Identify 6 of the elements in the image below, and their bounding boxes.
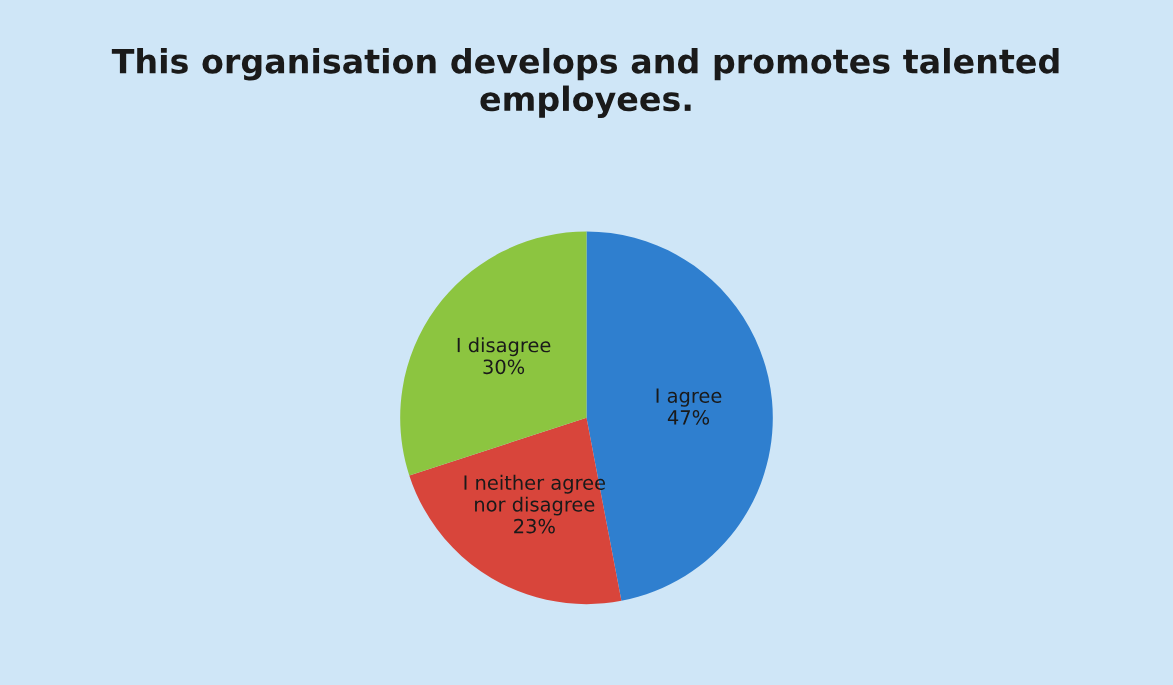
data-label: 47% [667, 410, 710, 425]
chart-title: This organisation develops and promotes talented employees. [111, 47, 1059, 119]
slice-label: I agree [656, 388, 722, 407]
data-label: 23% [514, 518, 555, 534]
data-label: 30% [483, 359, 525, 375]
slice-label: I disagree [457, 337, 551, 357]
